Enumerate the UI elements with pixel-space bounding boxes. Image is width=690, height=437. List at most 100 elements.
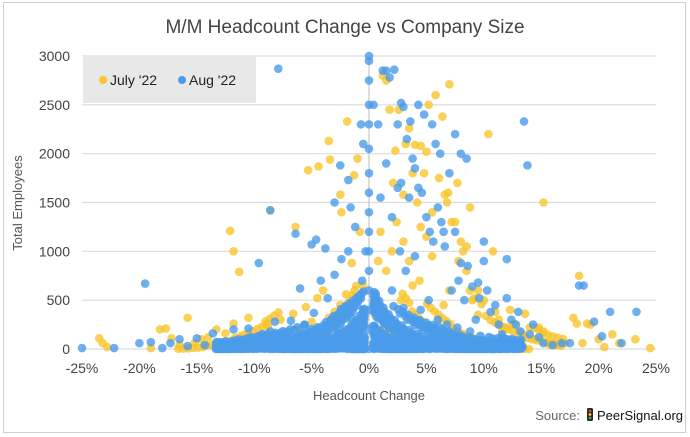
- data-point: [277, 334, 287, 344]
- data-point: [225, 226, 235, 236]
- legend-marker: [99, 76, 107, 84]
- data-point: [402, 134, 412, 144]
- data-point: [617, 338, 626, 348]
- data-point: [344, 175, 353, 185]
- data-point: [539, 338, 548, 348]
- data-point: [404, 123, 414, 133]
- data-point: [369, 338, 378, 348]
- data-point: [416, 222, 425, 232]
- data-point: [309, 343, 319, 353]
- data-point: [447, 338, 457, 347]
- data-point: [364, 188, 374, 198]
- data-point: [435, 149, 445, 158]
- data-point: [339, 340, 349, 349]
- data-point: [516, 327, 525, 336]
- data-point: [408, 281, 417, 290]
- data-point: [140, 279, 150, 288]
- data-point: [102, 342, 112, 352]
- data-point: [265, 206, 275, 215]
- data-point: [364, 120, 374, 129]
- data-point: [175, 334, 184, 344]
- data-point: [234, 267, 244, 277]
- data-point: [221, 329, 230, 338]
- data-point: [212, 337, 221, 347]
- data-point: [424, 100, 433, 110]
- data-point: [565, 338, 575, 348]
- data-point: [379, 303, 388, 313]
- data-point: [463, 261, 473, 271]
- data-point: [438, 112, 447, 121]
- data-point: [416, 305, 425, 315]
- data-point: [421, 318, 431, 328]
- data-point: [421, 332, 430, 342]
- data-point: [462, 154, 471, 163]
- data-point: [437, 217, 446, 227]
- data-point: [376, 227, 385, 237]
- data-point: [373, 120, 383, 129]
- data-point: [384, 309, 393, 319]
- data-point: [471, 315, 481, 325]
- data-point: [376, 193, 385, 202]
- data-point: [605, 307, 615, 317]
- data-point: [427, 207, 437, 217]
- data-point: [427, 120, 437, 129]
- y-tick-label: 2000: [39, 146, 70, 162]
- data-point: [387, 247, 397, 256]
- data-point: [453, 178, 462, 188]
- data-point: [412, 329, 422, 339]
- data-point: [572, 319, 582, 328]
- data-point: [359, 343, 368, 353]
- data-point: [454, 276, 463, 285]
- y-axis-label: Total Employees: [10, 155, 25, 251]
- data-point: [321, 317, 331, 327]
- data-point: [416, 141, 425, 151]
- data-point: [417, 188, 427, 198]
- data-point: [264, 342, 273, 352]
- data-point: [425, 227, 435, 237]
- data-point: [270, 328, 280, 338]
- y-tick-label: 3000: [39, 48, 70, 64]
- data-point: [307, 317, 316, 326]
- x-tick-label: 15%: [527, 360, 555, 376]
- legend-label: July '22: [110, 72, 157, 88]
- data-point: [337, 254, 346, 264]
- data-point: [410, 164, 420, 173]
- data-point: [539, 198, 548, 207]
- data-point: [288, 332, 297, 341]
- data-point: [488, 247, 498, 256]
- y-tick-label: 1000: [39, 243, 70, 259]
- data-point: [333, 341, 342, 351]
- data-point: [443, 188, 453, 198]
- data-point: [192, 333, 202, 343]
- data-point: [285, 324, 295, 334]
- data-point: [396, 178, 406, 188]
- data-point: [479, 256, 489, 266]
- x-tick-label: -10%: [238, 360, 271, 376]
- data-point: [600, 342, 609, 352]
- data-point: [548, 340, 557, 350]
- data-point: [351, 281, 361, 291]
- data-point: [244, 324, 253, 333]
- data-point: [381, 66, 391, 75]
- data-point: [453, 323, 462, 332]
- data-point: [513, 307, 523, 317]
- x-tick-label: 10%: [470, 360, 498, 376]
- data-point: [316, 276, 326, 285]
- data-point: [183, 341, 192, 351]
- data-point: [311, 235, 321, 244]
- data-points: [77, 51, 655, 354]
- data-point: [481, 342, 490, 351]
- x-tick-label: -25%: [66, 360, 99, 376]
- data-point: [578, 338, 587, 348]
- data-point: [433, 203, 443, 212]
- data-point: [270, 317, 280, 326]
- data-point: [344, 247, 353, 256]
- data-point: [307, 324, 316, 334]
- data-point: [321, 244, 330, 253]
- data-point: [323, 293, 332, 303]
- data-point: [278, 326, 288, 336]
- data-point: [350, 222, 360, 232]
- data-point: [135, 338, 144, 348]
- data-point: [439, 300, 448, 310]
- data-point: [146, 337, 156, 347]
